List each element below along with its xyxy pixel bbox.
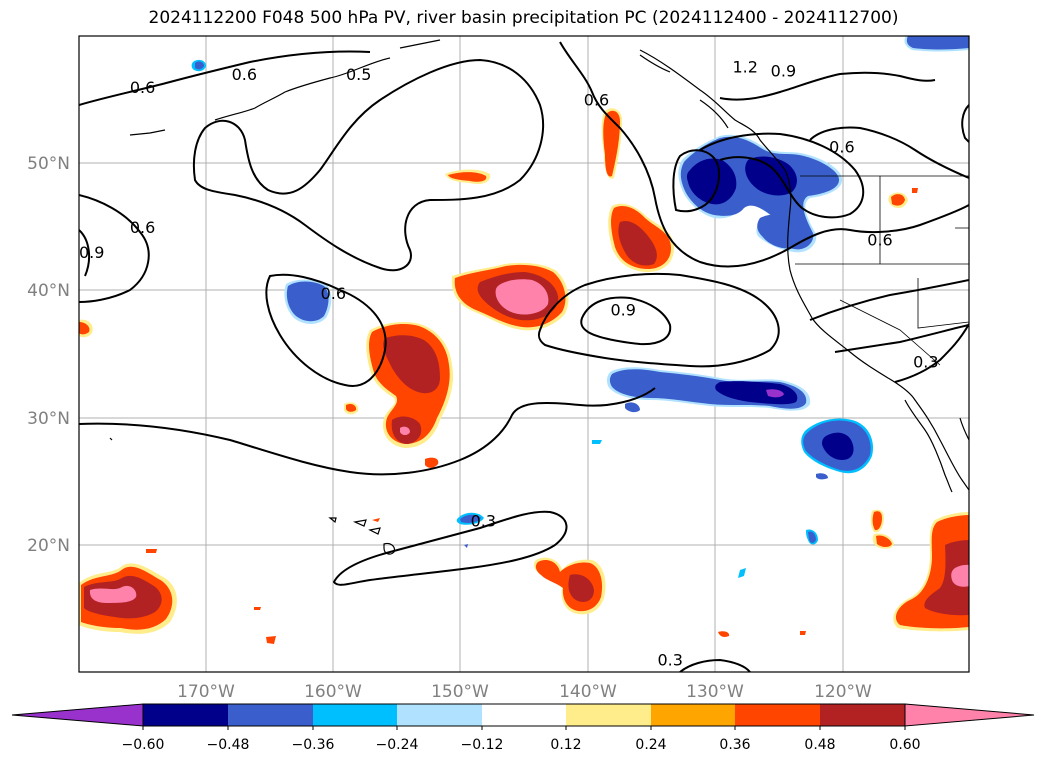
colorbar-tick-label: −0.12 [461, 737, 504, 753]
x-tick-label: 120°W [814, 682, 872, 702]
colorbar-tick-label: 0.12 [550, 737, 581, 753]
pv-contour-label: 0.6 [130, 218, 155, 237]
colorbar: −0.60 −0.48 −0.36 −0.24 −0.12 0.12 0.24 … [11, 703, 1035, 753]
x-tick-label: 160°W [304, 682, 362, 702]
pv-contour-label: 0.3 [913, 353, 938, 372]
pv-contour-label: 0.9 [771, 61, 796, 80]
y-tick-label: 30°N [27, 409, 70, 429]
colorbar-tick-label: −0.48 [207, 737, 250, 753]
colorbar-tick-label: 0.24 [635, 737, 666, 753]
colorbar-bin [820, 704, 905, 726]
y-tick-label: 40°N [27, 281, 70, 301]
pv-contour-labels: 0.6 0.6 0.5 0.6 0.9 0.6 0.9 0.6 1.2 0.9 0.6 0.6 0.3 0… [79, 58, 939, 670]
colorbar-tick-label: 0.60 [889, 737, 920, 753]
pv-contour-label: 0.9 [610, 301, 635, 320]
colorbar-tick-label: 0.36 [719, 737, 750, 753]
pv-contour-label: 0.5 [346, 65, 371, 84]
colorbar-bin [735, 704, 820, 726]
colorbar-bin [228, 704, 313, 726]
colorbar-bin [143, 704, 228, 726]
colorbar-ticks [142, 726, 906, 730]
pv-contour-label: 0.9 [79, 243, 104, 262]
colorbar-tick-label: 0.48 [804, 737, 835, 753]
pv-contour-label: 0.3 [471, 512, 496, 531]
colorbar-bin [651, 704, 735, 726]
colorbar-frame [142, 703, 906, 727]
precip-positive-shading [79, 108, 969, 644]
pv-contour-label: 0.6 [130, 78, 155, 97]
x-tick-label: 150°W [431, 682, 489, 702]
pv-contour-label: 0.3 [657, 650, 682, 669]
pv-contours [79, 41, 969, 672]
map-plot-area: 0.6 0.6 0.5 0.6 0.9 0.6 0.9 0.6 1.2 0.9 0.6 0.6 0.3 0… [79, 36, 969, 672]
pv-contour-label: 0.6 [867, 231, 892, 250]
colorbar-tick-label: −0.24 [376, 737, 419, 753]
precip-negative-shading [191, 36, 969, 578]
y-tick-labels: 20°N 30°N 40°N 50°N [27, 154, 70, 556]
colorbar-min-extension [11, 703, 144, 727]
x-tick-labels: 170°W 160°W 150°W 140°W 130°W 120°W [177, 682, 872, 702]
x-tick-label: 140°W [559, 682, 617, 702]
colorbar-max-extension [904, 703, 1035, 727]
pv-contour-label: 0.6 [829, 138, 854, 157]
y-tick-label: 50°N [27, 154, 70, 174]
pv-contour-label: 0.6 [584, 91, 609, 110]
colorbar-bin [566, 704, 651, 726]
state-borders [795, 175, 969, 366]
colorbar-tick-label: −0.60 [122, 737, 165, 753]
x-tick-label: 130°W [686, 682, 744, 702]
colorbar-bin [397, 704, 482, 726]
map-frame [78, 35, 970, 673]
pv-contour-label: 0.6 [321, 284, 346, 303]
colorbar-tick-label: −0.36 [292, 737, 335, 753]
gridlines [79, 36, 969, 672]
pv-contour-label: 1.2 [732, 58, 757, 77]
pv-contour-label: 0.6 [232, 65, 257, 84]
coastlines [109, 39, 969, 555]
colorbar-bin [313, 704, 397, 726]
y-tick-label: 20°N [27, 536, 70, 556]
colorbar-bin [482, 704, 566, 726]
map-title: 2024112200 F048 500 hPa PV, river basin … [148, 8, 899, 28]
x-tick-label: 170°W [177, 682, 235, 702]
